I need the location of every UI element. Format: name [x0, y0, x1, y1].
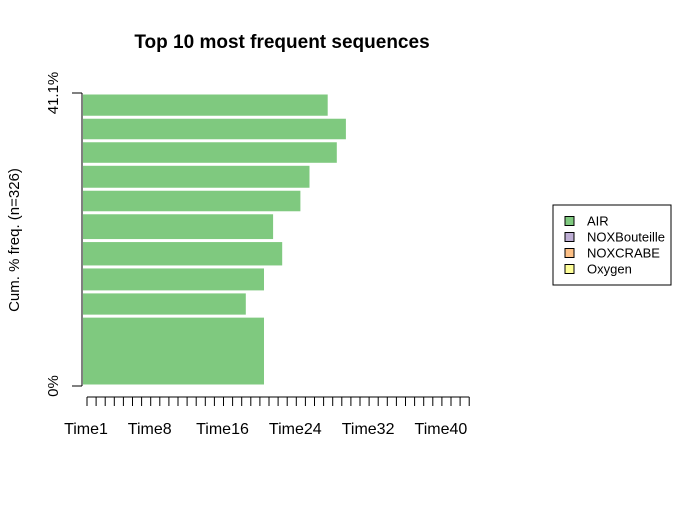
sequence-bar-7: [83, 242, 283, 266]
legend-swatch: [564, 216, 575, 226]
legend-swatch: [564, 248, 575, 258]
y-axis-label: Cum. % freq. (n=326): [6, 168, 23, 312]
legend-label: Oxygen: [587, 262, 632, 277]
sequence-bar-2: [83, 118, 346, 140]
sequence-bar-6: [83, 214, 274, 240]
sequence-bar-1: [83, 94, 328, 116]
x-tick-label: Time8: [128, 421, 172, 438]
sequence-bar-4: [83, 165, 310, 188]
x-tick-label: Time24: [269, 421, 322, 438]
sequence-bar-10: [83, 317, 264, 385]
sequence-bar-3: [83, 142, 337, 163]
legend-label: NOXCRABE: [587, 246, 660, 261]
y-tick-label: 41.1%: [45, 72, 62, 115]
legend-label: NOXBouteille: [587, 230, 665, 245]
x-tick-label: Time40: [415, 421, 468, 438]
legend-swatch: [564, 264, 575, 274]
y-axis: 0% 41.1%: [45, 72, 83, 397]
sequence-bar-9: [83, 293, 246, 315]
legend-label: AIR: [587, 214, 609, 229]
x-tick-label: Time16: [196, 421, 249, 438]
x-tick-label: Time1: [64, 421, 108, 438]
y-tick-label: 0%: [45, 375, 62, 397]
sequence-bar-5: [83, 190, 301, 212]
chart-title: Top 10 most frequent sequences: [134, 32, 429, 53]
sequence-bar-8: [83, 268, 264, 291]
x-axis: Time1 Time8 Time16 Time24 Time32 Time40: [64, 396, 470, 438]
bars-group: [83, 94, 346, 385]
x-tick-label: Time32: [342, 421, 395, 438]
legend-swatch: [564, 232, 575, 242]
